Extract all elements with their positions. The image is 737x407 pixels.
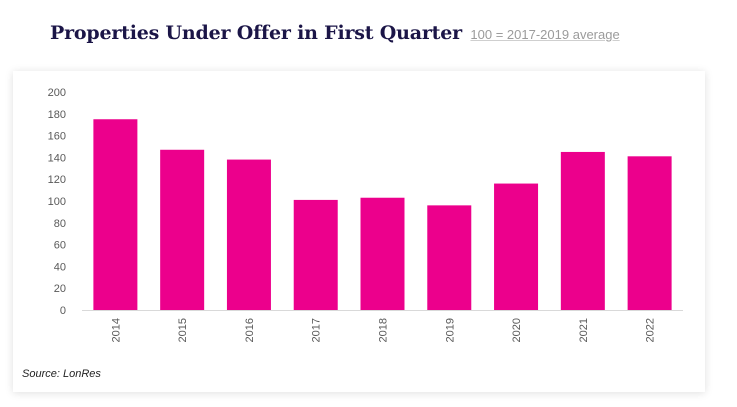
x-tick-label: 2017 <box>311 318 323 342</box>
y-tick-label: 80 <box>54 218 66 230</box>
chart-card: 0 20 40 60 80 100 120 140 160 180 200 2014 2015 2016… <box>13 71 705 392</box>
bar-2016 <box>226 159 271 310</box>
x-tick-label: 2018 <box>378 318 390 342</box>
y-tick-label: 180 <box>48 109 66 121</box>
x-axis: 2014 2015 2016 2017 2018 2019 2020 2021 2022 <box>110 318 656 342</box>
bars <box>93 119 672 310</box>
bar-2014 <box>93 119 138 310</box>
y-tick-label: 0 <box>60 305 66 317</box>
x-tick-label: 2015 <box>177 318 189 342</box>
y-tick-label: 200 <box>48 87 66 99</box>
bar-2017 <box>293 199 338 310</box>
bar-2020 <box>494 183 539 310</box>
y-tick-label: 100 <box>48 196 66 208</box>
y-tick-label: 60 <box>54 240 66 252</box>
bar-2019 <box>427 205 472 310</box>
bar-2021 <box>560 151 605 310</box>
chart-heading: Properties Under Offer in First Quarter … <box>50 22 620 44</box>
x-tick-label: 2022 <box>645 318 657 342</box>
y-tick-label: 20 <box>54 283 66 295</box>
bar-2018 <box>360 197 405 310</box>
y-tick-label: 120 <box>48 174 66 186</box>
x-tick-label: 2016 <box>244 318 256 342</box>
y-tick-label: 140 <box>48 152 66 164</box>
chart-subtitle: 100 = 2017-2019 average <box>470 27 620 42</box>
x-tick-label: 2021 <box>578 318 590 342</box>
x-tick-label: 2020 <box>511 318 523 342</box>
source-note: Source: LonRes <box>22 368 101 380</box>
bar-chart: 0 20 40 60 80 100 120 140 160 180 200 2014 2015 2016… <box>48 87 683 342</box>
y-tick-label: 40 <box>54 261 66 273</box>
y-axis: 0 20 40 60 80 100 120 140 160 180 200 <box>48 87 66 317</box>
bar-2015 <box>160 149 205 310</box>
bar-2022 <box>627 156 672 310</box>
x-tick-label: 2019 <box>444 318 456 342</box>
x-tick-label: 2014 <box>110 318 122 342</box>
chart-title: Properties Under Offer in First Quarter <box>50 22 462 44</box>
y-tick-label: 160 <box>48 131 66 143</box>
